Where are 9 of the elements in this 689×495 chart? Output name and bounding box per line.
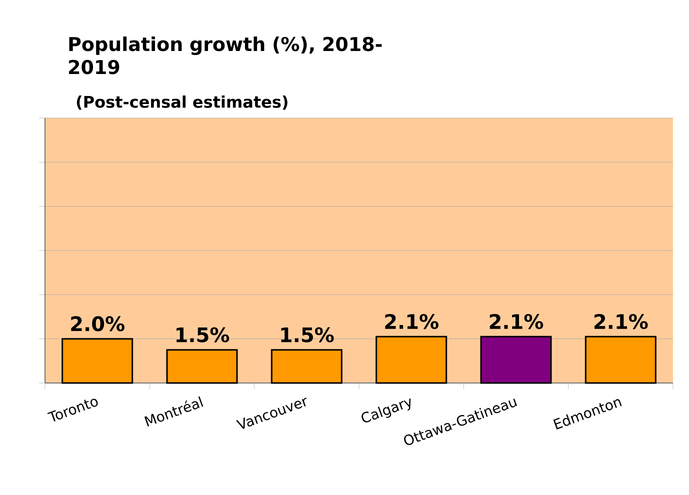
data-label: 1.5%	[176, 327, 230, 342]
data-label: 2.0%	[71, 316, 124, 332]
chart-title: Population growth (%), 2018-2019	[69, 36, 382, 74]
data-label: 1.5%	[281, 327, 334, 342]
data-label: 2.1%	[490, 314, 544, 330]
x-tick-label: Toronto	[47, 398, 98, 422]
data-label: 2.1%	[594, 314, 648, 330]
data-label: 2.1%	[385, 314, 438, 330]
chart-subtitle: (Post-censal estimates)	[76, 96, 288, 110]
